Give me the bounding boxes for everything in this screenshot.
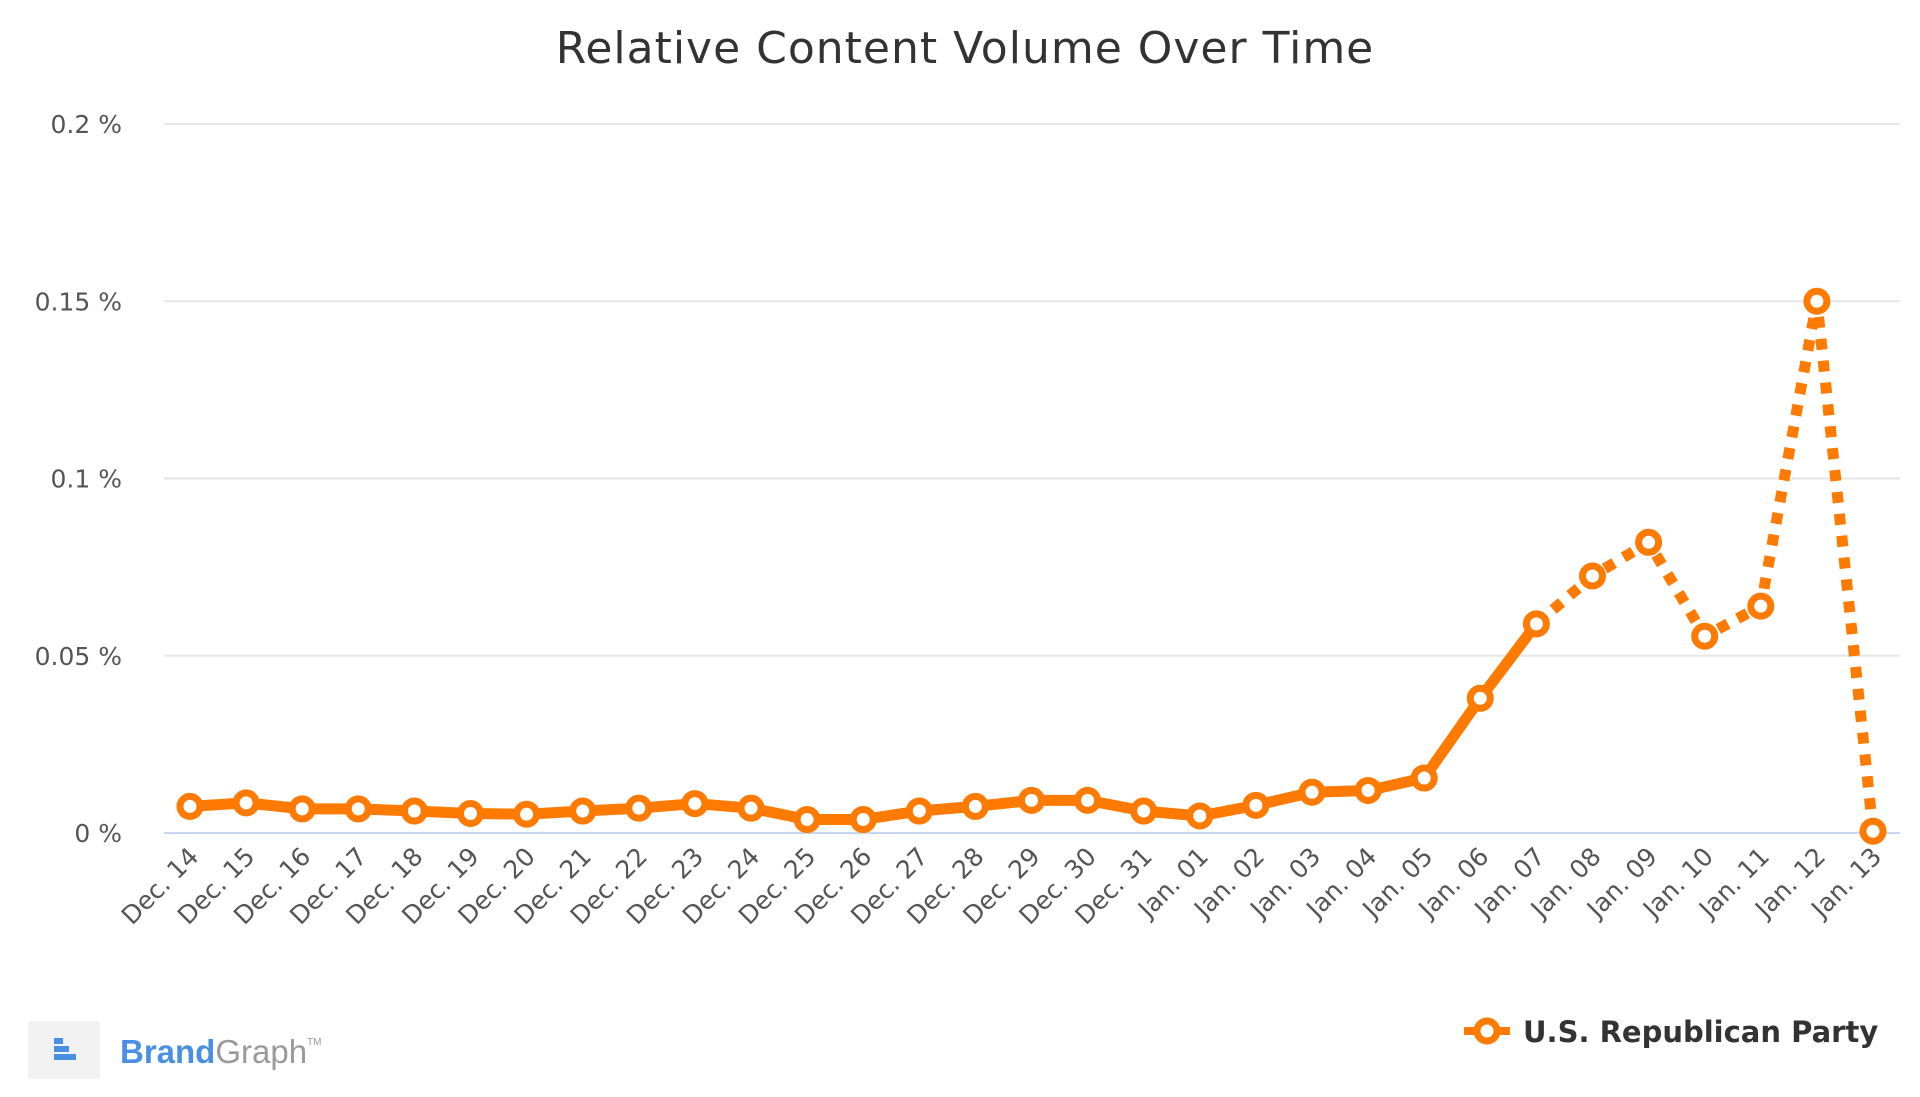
data-point[interactable] — [793, 806, 821, 834]
data-point[interactable] — [1242, 791, 1270, 819]
data-point[interactable] — [1074, 786, 1102, 814]
data-point[interactable] — [288, 795, 316, 823]
data-point[interactable] — [1522, 610, 1550, 638]
legend-label: U.S. Republican Party — [1523, 1015, 1878, 1049]
data-point[interactable] — [1859, 817, 1887, 845]
data-point[interactable] — [1579, 562, 1606, 590]
data-point[interactable] — [1803, 287, 1831, 315]
data-point[interactable] — [1410, 764, 1438, 792]
series-points — [176, 287, 1887, 845]
chart-title: Relative Content Volume Over Time — [556, 23, 1375, 74]
grid-lines — [164, 123, 1900, 834]
data-point[interactable] — [1691, 622, 1719, 650]
brand-logo-bar-1 — [54, 1038, 63, 1044]
data-point[interactable] — [961, 792, 989, 820]
series-lines — [184, 295, 1879, 832]
data-point[interactable] — [176, 792, 204, 820]
data-point[interactable] — [232, 789, 260, 817]
data-point[interactable] — [905, 797, 933, 825]
y-tick-label: 0.2 % — [51, 110, 122, 139]
data-point[interactable] — [457, 800, 484, 828]
y-tick-label: 0.05 % — [35, 642, 122, 671]
data-point[interactable] — [681, 790, 709, 818]
y-tick-label: 0.1 % — [51, 465, 122, 494]
data-point[interactable] — [400, 797, 428, 825]
data-point[interactable] — [1466, 684, 1494, 712]
data-point[interactable] — [513, 800, 541, 828]
data-point[interactable] — [1354, 776, 1382, 804]
data-point[interactable] — [569, 797, 597, 825]
y-axis-ticks: 0 % 0.05 % 0.1 % 0.15 % 0.2 % — [35, 110, 122, 848]
data-point[interactable] — [849, 806, 877, 834]
data-point[interactable] — [1635, 528, 1663, 556]
y-tick-label: 0 % — [74, 819, 122, 848]
brand-name: BrandGraphTM — [120, 1033, 322, 1070]
brand-logo-bar-2 — [54, 1046, 69, 1052]
y-tick-label: 0.15 % — [35, 287, 122, 316]
data-point[interactable] — [344, 795, 372, 823]
data-point[interactable] — [1130, 797, 1158, 825]
legend-marker-icon — [1473, 1017, 1501, 1045]
data-point[interactable] — [1747, 592, 1775, 620]
legend[interactable]: U.S. Republican Party — [1464, 1015, 1878, 1049]
series-line-solid — [184, 618, 1542, 826]
data-point[interactable] — [625, 794, 653, 822]
data-point[interactable] — [1018, 786, 1045, 814]
data-point[interactable] — [1298, 778, 1326, 806]
data-point[interactable] — [1186, 802, 1214, 830]
brand-logo-bar-3 — [54, 1054, 76, 1060]
data-point[interactable] — [737, 794, 765, 822]
brandgraph-logo: BrandGraphTM — [28, 1021, 322, 1079]
